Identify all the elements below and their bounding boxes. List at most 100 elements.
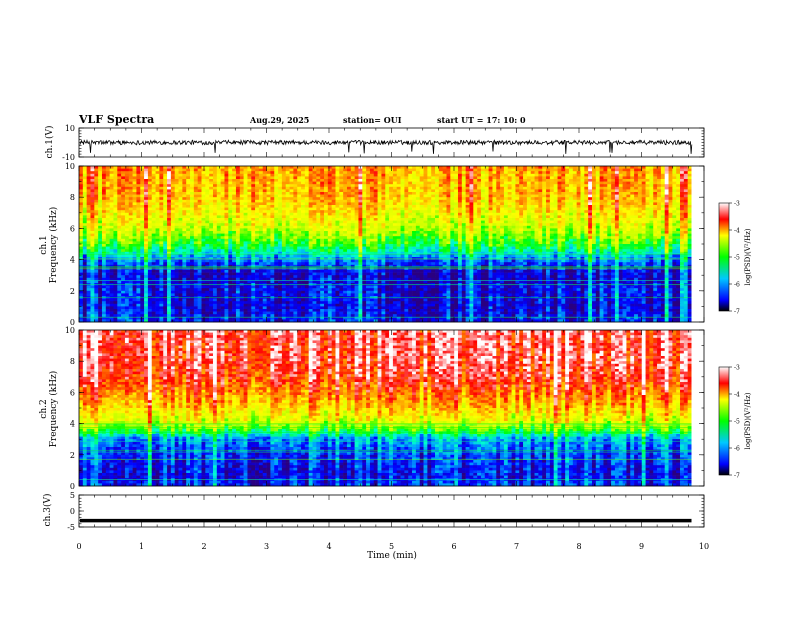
ch1-spectrogram-cell [676, 184, 680, 187]
ch1-spectrogram-cell [152, 244, 156, 247]
ch1-spectrogram-cell [512, 221, 516, 224]
ch1-spectrogram-cell [500, 210, 504, 213]
ch1-spectrogram-cell [328, 179, 332, 182]
ch1-spectrogram-cell [339, 234, 343, 237]
ch1-spectrogram-cell [286, 197, 290, 200]
ch1-spectrogram-cell [224, 210, 228, 213]
ch1-spectrogram-cell [600, 234, 604, 237]
ch1-spectrogram-cell [680, 169, 684, 172]
ch1-spectrogram-cell [378, 179, 382, 182]
ch1-spectrogram-cell [408, 218, 412, 221]
ch1-spectrogram-cell [159, 226, 163, 229]
ch1-spectrogram-cell [519, 166, 523, 169]
ch1-spectrogram-cell [209, 241, 213, 244]
ch1-spectrogram-cell [339, 226, 343, 229]
ch1-spectrogram-cell [87, 213, 91, 216]
ch1-spectrogram-cell [489, 195, 493, 198]
ch1-spectrogram-cell [634, 241, 638, 244]
ch1-spectrogram-cell [454, 241, 458, 244]
ch1-spectrogram-cell [481, 197, 485, 200]
ch1-spectrogram-cell [649, 192, 653, 195]
ch1-spectrogram-cell [676, 210, 680, 213]
ch1-spectrogram-cell [554, 218, 558, 221]
ch1-spectrogram-cell [267, 176, 271, 179]
ch1-spectrogram-cell [90, 205, 94, 208]
ch1-spectrogram-cell [328, 221, 332, 224]
ch1-spectrogram-cell [159, 176, 163, 179]
ch1-spectrogram-cell [286, 187, 290, 190]
ch1-spectrogram-cell [240, 244, 244, 247]
ch1-spectrogram-cell [301, 195, 305, 198]
ch1-spectrogram-cell [649, 187, 653, 190]
ch1-spectrogram-cell [152, 228, 156, 231]
ch1-spectrogram-cell [404, 166, 408, 169]
ch1-spectrogram-cell [649, 223, 653, 226]
ch1-spectrogram-cell [569, 221, 573, 224]
ch1-spectrogram-cell [324, 215, 328, 218]
ch1-spectrogram-cell [113, 239, 117, 242]
ch1-spectrogram-cell [439, 174, 443, 177]
ch1-spectrogram-cell [473, 208, 477, 211]
ch1-spectrogram-cell [182, 166, 186, 169]
ch1-spectrogram-cell [688, 184, 692, 187]
ch1-spectrogram-cell [171, 184, 175, 187]
ch1-spectrogram-cell [209, 189, 213, 192]
ch1-spectrogram-cell [546, 166, 550, 169]
ch1-spectrogram-cell [508, 228, 512, 231]
ch1-spectrogram-cell [389, 228, 393, 231]
ch1-spectrogram-cell [309, 192, 313, 195]
ch1-spectrogram-cell [290, 236, 294, 239]
ch1-spectrogram-cell [458, 213, 462, 216]
ch1-spectrogram-cell [615, 215, 619, 218]
ch1-spectrogram-cell [439, 184, 443, 187]
ch1-spectrogram-cell [565, 182, 569, 185]
ch1-spectrogram-cell [129, 182, 133, 185]
ch1-spectrogram-cell [324, 228, 328, 231]
ch1-spectrogram-cell [366, 226, 370, 229]
ch1-spectrogram-cell [255, 166, 259, 169]
ch1-spectrogram-cell [554, 226, 558, 229]
ch1-spectrogram-cell [263, 231, 267, 234]
ch1-spectrogram-cell [328, 205, 332, 208]
ch1-spectrogram-cell [424, 192, 428, 195]
ch1-spectrogram-cell [561, 200, 565, 203]
ch1-spectrogram-cell [669, 239, 673, 242]
ch1-spectrogram-cell [113, 176, 117, 179]
ch1-spectrogram-cell [332, 205, 336, 208]
ch1-spectrogram-cell [603, 231, 607, 234]
ch1-spectrogram-cell [339, 231, 343, 234]
ch1-spectrogram-cell [477, 195, 481, 198]
ch1-spectrogram-cell [370, 244, 374, 247]
ch1-spectrogram-cell [370, 171, 374, 174]
ch1-spectrogram-cell [623, 208, 627, 211]
ch1-spectrogram-cell [592, 234, 596, 237]
ch1-spectrogram-cell [205, 244, 209, 247]
ch1-spectrogram-cell [688, 195, 692, 198]
ch1-spectrogram-cell [240, 215, 244, 218]
ch1-spectrogram-cell [466, 213, 470, 216]
ch1-spectrogram-cell [286, 176, 290, 179]
ch1-spectrogram-cell [447, 182, 451, 185]
ch1-spectrogram-cell [378, 228, 382, 231]
ch1-spectrogram-cell [523, 205, 527, 208]
ch1-spectrogram-cell [649, 171, 653, 174]
ch1-spectrogram-cell [358, 169, 362, 172]
ch1-spectrogram-cell [117, 176, 121, 179]
ch1-spectrogram-cell [619, 239, 623, 242]
ch1-spectrogram-cell [152, 179, 156, 182]
ch1-spectrogram-cell [435, 182, 439, 185]
ch1-spectrogram-cell [607, 213, 611, 216]
ch1-spectrogram-cell [136, 221, 140, 224]
ch1-spectrogram-cell [332, 213, 336, 216]
ch1-spectrogram-cell [439, 218, 443, 221]
ch1-spectrogram-cell [676, 200, 680, 203]
ch1-spectrogram-cell [469, 187, 473, 190]
ch1-spectrogram-cell [535, 231, 539, 234]
ch1-spectrogram-cell [420, 210, 424, 213]
ch1-spectrogram-cell [282, 182, 286, 185]
ch1-spectrogram-cell [435, 184, 439, 187]
ch1-spectrogram-cell [328, 169, 332, 172]
ch1-spectrogram-cell [175, 228, 179, 231]
ch1-spectrogram-cell [626, 215, 630, 218]
ch1-spectrogram-cell [309, 202, 313, 205]
